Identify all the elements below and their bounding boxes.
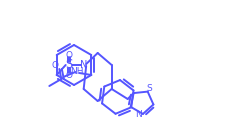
Text: N: N bbox=[80, 60, 87, 70]
Text: NH: NH bbox=[71, 67, 84, 76]
Text: S: S bbox=[65, 59, 72, 71]
Text: O: O bbox=[65, 51, 72, 59]
Text: S: S bbox=[147, 84, 153, 93]
Text: O: O bbox=[52, 62, 59, 71]
Text: O: O bbox=[65, 71, 72, 79]
Text: N: N bbox=[136, 110, 142, 119]
